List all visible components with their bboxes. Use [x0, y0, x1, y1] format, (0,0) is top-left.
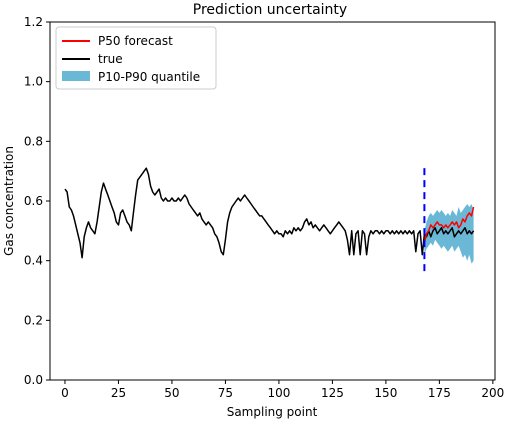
chart-title: Prediction uncertainty: [193, 2, 347, 18]
y-tick-label: 0.0: [24, 373, 43, 387]
legend-label-true: true: [98, 52, 123, 66]
y-tick-label: 1.2: [24, 15, 43, 29]
series-lines-layer: [64, 167, 475, 259]
x-tick-label: 0: [61, 386, 69, 400]
x-axis-label: Sampling point: [227, 405, 318, 419]
series-line-p50-forecast: [423, 206, 475, 243]
x-tick-label: 175: [428, 386, 451, 400]
legend: P50 forecast true P10-P90 quantile: [55, 26, 217, 90]
quantile-band-layer: [424, 204, 474, 264]
legend-label-quantile: P10-P90 quantile: [98, 70, 200, 84]
y-tick-label: 0.8: [24, 134, 43, 148]
legend-swatch-quantile: [62, 71, 90, 81]
y-tick-label: 0.4: [24, 254, 43, 268]
quantile-band: [424, 204, 474, 264]
x-tick-label: 25: [111, 386, 126, 400]
x-tick-label: 200: [481, 386, 504, 400]
x-axis-ticks: 0 25 50 75 100 125 150 175 200: [61, 380, 504, 400]
legend-label-forecast: P50 forecast: [98, 34, 173, 48]
x-tick-label: 150: [374, 386, 397, 400]
x-tick-label: 125: [321, 386, 344, 400]
y-tick-label: 0.6: [24, 194, 43, 208]
y-axis-label: Gas concentration: [2, 146, 16, 256]
x-tick-label: 75: [218, 386, 233, 400]
x-tick-label: 50: [164, 386, 179, 400]
y-tick-label: 0.2: [24, 313, 43, 327]
series-line-true: [64, 167, 475, 259]
y-tick-label: 1.0: [24, 75, 43, 89]
legend-box: [55, 26, 217, 90]
y-axis-ticks: 0.0 0.2 0.4 0.6 0.8 1.0 1.2: [24, 15, 50, 387]
x-tick-label: 100: [267, 386, 290, 400]
